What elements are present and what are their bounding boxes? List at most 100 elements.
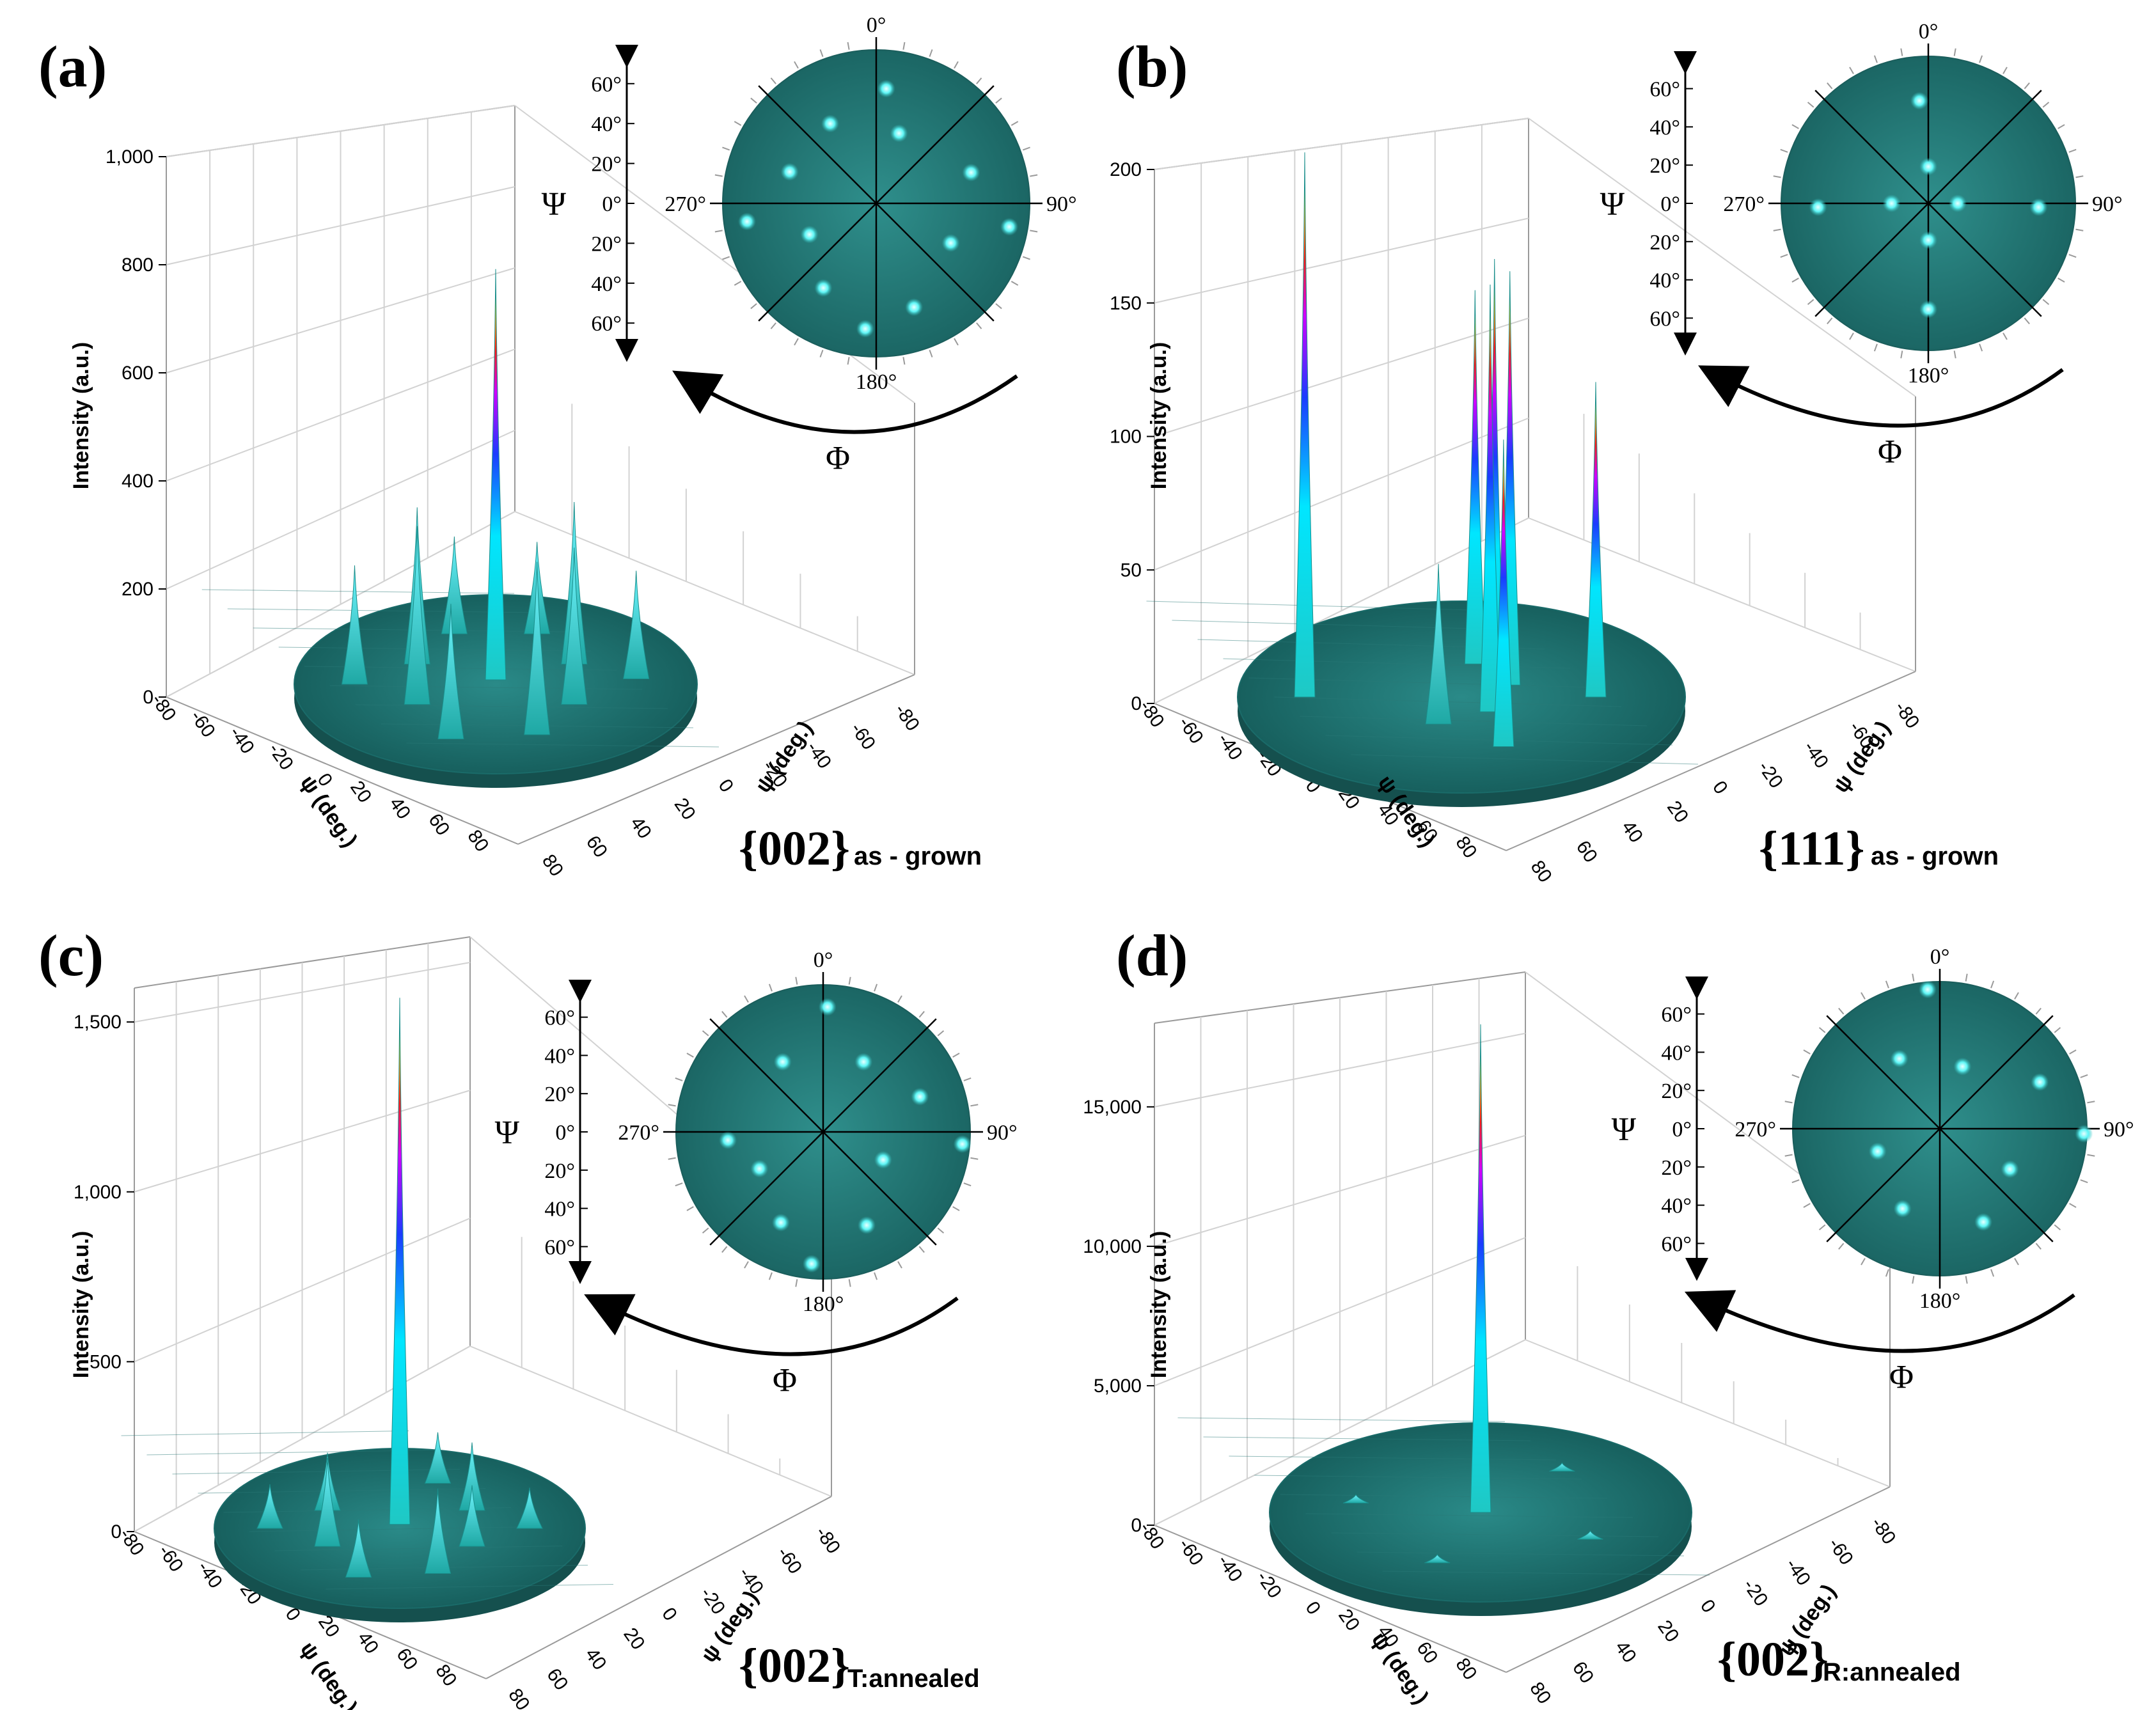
z-tick-label: 600 [122, 363, 153, 384]
pole-figure-radial [876, 203, 995, 322]
pole-spot [856, 320, 874, 338]
phi-tick-mark [1791, 124, 1799, 129]
pole-spot [2075, 1124, 2093, 1143]
z-grid-line [134, 1090, 471, 1193]
phi-tick-mark [954, 61, 959, 69]
z-grid-line [166, 430, 515, 590]
pole-spot [771, 1213, 790, 1232]
phi-tick-mark [734, 281, 742, 286]
surface-mesh-line [201, 589, 515, 594]
phi-tick-mark [1979, 343, 1983, 352]
intensity-peak [1493, 439, 1515, 748]
surface-mesh-line [1351, 754, 1699, 765]
intensity-peak [341, 565, 368, 685]
phi-tick-mark [970, 1157, 979, 1160]
phi-tick-mark [668, 1104, 676, 1107]
psi-tick-label: 40° [591, 272, 622, 296]
z-grid-line [166, 349, 515, 482]
phi-label-270: 270° [1723, 192, 1765, 216]
phi-tick-mark [2003, 333, 2008, 340]
phi-rotation-arrow [1698, 365, 2064, 428]
y-tick-label: 20 [1663, 797, 1692, 826]
phi-tick-mark [794, 61, 799, 69]
surface-mesh-line [326, 1584, 614, 1590]
y-tick-label: -20 [1754, 757, 1787, 792]
x-tick-label: -20 [264, 739, 297, 774]
phi-tick-mark [976, 322, 982, 329]
plane-label: {002} [1717, 1633, 1829, 1686]
psi-tick-label: 20° [1649, 154, 1680, 178]
phi-tick-mark [1873, 343, 1878, 352]
y-tick-label: 0 [1696, 1596, 1720, 1617]
y-tick-label: -80 [1867, 1514, 1900, 1548]
phi-tick-mark [1011, 281, 1019, 286]
psi-tick-label: 40° [1649, 116, 1680, 139]
phi-tick-mark [770, 322, 776, 329]
phi-tick-mark [1791, 278, 1799, 283]
phi-tick-mark [1861, 992, 1866, 1000]
phi-tick-mark [1803, 1049, 1811, 1055]
intensity-peak [1479, 284, 1501, 712]
phi-rotation-arrow [672, 370, 1018, 434]
phi-tick-mark [1030, 230, 1038, 233]
z-tick-label: 100 [1110, 427, 1142, 448]
phi-tick-mark [1873, 55, 1878, 63]
psi-tick-label: 40° [544, 1044, 575, 1068]
phi-label-0: 0° [867, 13, 886, 37]
phi-tick-mark [2058, 278, 2065, 283]
phi-label-0: 0° [1919, 20, 1939, 43]
psi-tick-label: 60° [1649, 307, 1680, 331]
x-tick-label: 40 [385, 794, 414, 823]
phi-tick-mark [2014, 992, 2019, 1000]
phi-tick-mark [686, 1053, 694, 1058]
pole-figure-radial [709, 1018, 824, 1133]
phi-label-90: 90° [987, 1121, 1018, 1145]
phi-tick-mark [963, 1077, 972, 1081]
intensity-peak [314, 1457, 341, 1547]
phi-tick-mark [1791, 1179, 1800, 1184]
condition-label: T:annealed [847, 1665, 980, 1693]
phi-tick-mark [2014, 1258, 2019, 1266]
pole-spot [719, 1131, 737, 1150]
phi-tick-mark [952, 1206, 960, 1211]
spikes [1342, 1024, 1603, 1564]
pole-spot [737, 212, 756, 231]
phi-rotation-arrow [1684, 1290, 2075, 1353]
phi-rotation-arrow [584, 1294, 959, 1356]
phi-tick-mark [686, 1206, 694, 1211]
phi-tick-mark [768, 1272, 773, 1280]
phi-tick-mark [721, 1246, 728, 1253]
phi-tick-mark [722, 146, 730, 151]
y-tick-label: 20 [1653, 1617, 1683, 1646]
x-tick-label: -40 [225, 723, 258, 757]
x-axis-line [1154, 1525, 1507, 1673]
phi-tick-mark [2075, 228, 2084, 231]
x-tick-label: 80 [1451, 1654, 1481, 1684]
pole-spot [1893, 1200, 1912, 1218]
phi-tick-mark [1912, 973, 1915, 982]
pole-spot [1882, 194, 1901, 212]
z-tick-label: 800 [122, 255, 153, 276]
intensity-peak [345, 1519, 372, 1578]
x-axis-label: ψ (deg.) [295, 1638, 362, 1710]
psi-tick-label: 60° [544, 1235, 575, 1259]
phi-tick-mark [995, 97, 1002, 104]
intensity-peak [459, 1442, 485, 1511]
x-tick-label: 80 [1451, 833, 1481, 862]
phi-tick-mark [1807, 102, 1814, 108]
pole-spot [1918, 980, 1937, 999]
pole-spot [890, 124, 908, 143]
y-tick-label: 60 [1568, 1658, 1598, 1687]
x-tick-label: -40 [1213, 1551, 1247, 1585]
phi-tick-mark [1979, 55, 1983, 63]
x-tick-label: -60 [154, 1541, 187, 1576]
pole-spot [1919, 157, 1937, 176]
z-grid-line [166, 186, 515, 265]
phi-tick-mark [929, 349, 933, 357]
z-grid-line [134, 962, 471, 1023]
surface-mesh-line [1300, 716, 1648, 726]
pole-spot [1000, 217, 1018, 236]
panel-label: (b) [1116, 34, 1188, 99]
z-axis-label: Intensity (a.u.) [69, 342, 93, 489]
